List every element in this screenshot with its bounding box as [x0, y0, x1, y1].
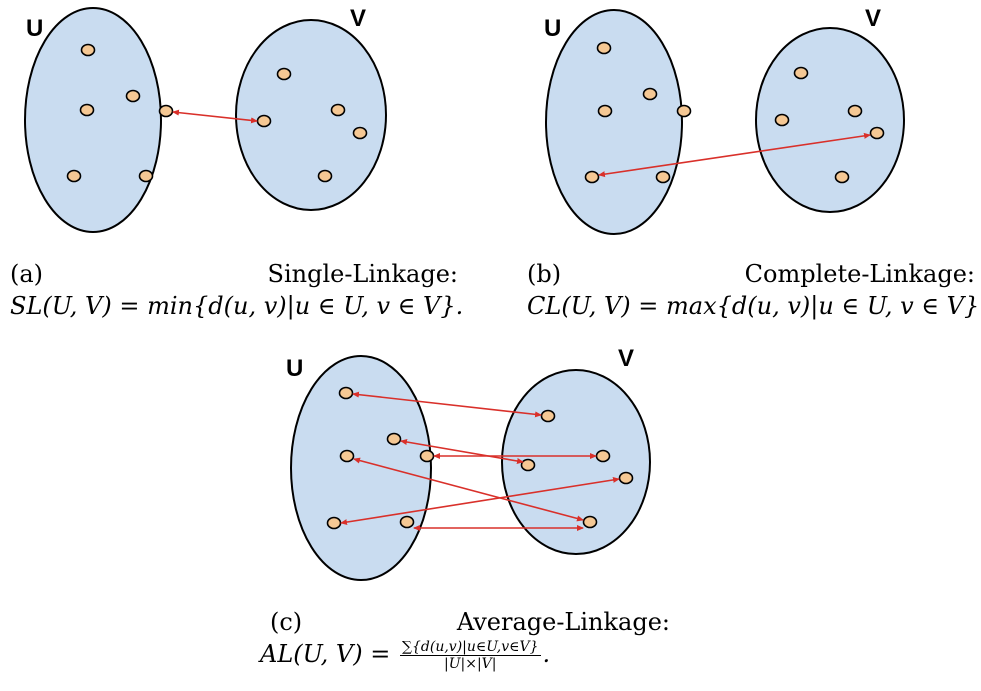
caption-title: Average-Linkage:: [456, 608, 670, 636]
panel-c-diagram: U V: [286, 345, 651, 581]
data-point: [520, 458, 536, 472]
formula-name: SL: [10, 292, 43, 320]
caption-a: (a) Single-Linkage: SL(U, V) = min{d(u, …: [10, 258, 463, 322]
set-u-label: U: [544, 15, 561, 42]
set-v-label: V: [350, 5, 366, 32]
data-point: [158, 104, 174, 118]
caption-formula: AL(U, V) = ∑{d(u,v)|u∈U,v∈V} |U|×|V|.: [260, 638, 670, 672]
data-point: [317, 169, 333, 183]
data-point: [138, 169, 154, 183]
data-point: [847, 104, 863, 118]
caption-title: Complete-Linkage:: [744, 260, 975, 288]
data-point: [79, 103, 95, 117]
caption-b: (b) Complete-Linkage: CL(U, V) = max{d(u…: [527, 258, 981, 322]
set-u-label: U: [286, 355, 303, 382]
data-point: [584, 170, 600, 184]
fraction-numerator: ∑{d(u,v)|u∈U,v∈V}: [400, 639, 541, 656]
data-point: [352, 126, 368, 140]
formula-body: (U, V) = min{d(u, v)|u ∈ U, v ∈ V}.: [42, 292, 464, 320]
data-point: [642, 87, 658, 101]
data-point: [339, 449, 355, 463]
data-point: [386, 432, 402, 446]
linkage-arrow: [352, 391, 542, 418]
caption-tag: (c): [270, 608, 303, 636]
data-point: [596, 41, 612, 55]
formula-name: CL: [527, 292, 562, 320]
data-point: [597, 104, 613, 118]
data-point: [66, 169, 82, 183]
data-point: [419, 449, 435, 463]
caption-tag: (b): [527, 260, 562, 288]
caption-c: (c) Average-Linkage: AL(U, V) = ∑{d(u,v)…: [260, 606, 670, 672]
data-point: [793, 66, 809, 80]
linkage-arrow: [598, 132, 871, 178]
set-v-label: V: [618, 345, 634, 372]
data-point: [540, 409, 556, 423]
formula-fraction: ∑{d(u,v)|u∈U,v∈V} |U|×|V|: [400, 639, 541, 672]
linkage-arrow: [340, 476, 620, 526]
panel-a-diagram: U V: [24, 5, 387, 233]
set-v-label: V: [865, 5, 881, 32]
data-point: [326, 516, 342, 530]
panel-b-diagram: U V: [544, 5, 905, 235]
data-point: [80, 43, 96, 57]
data-point: [676, 104, 692, 118]
data-point: [774, 113, 790, 127]
formula-end: .: [542, 640, 551, 668]
caption-formula: SL(U, V) = min{d(u, v)|u ∈ U, v ∈ V}.: [10, 290, 463, 322]
data-point: [582, 515, 598, 529]
caption-formula: CL(U, V) = max{d(u, v)|u ∈ U, v ∈ V}.: [527, 290, 981, 322]
data-point: [338, 386, 354, 400]
data-point: [330, 103, 346, 117]
formula-lhs: (U, V) =: [293, 640, 391, 668]
data-point: [618, 471, 634, 485]
formula-name: AL: [260, 640, 294, 668]
set-v-ellipse: [235, 19, 387, 211]
data-point: [399, 515, 415, 529]
data-point: [834, 170, 850, 184]
caption-title: Single-Linkage:: [267, 260, 459, 288]
data-point: [125, 89, 141, 103]
data-point: [655, 170, 671, 184]
set-u-ellipse: [24, 7, 162, 233]
data-point: [595, 449, 611, 463]
set-u-ellipse: [290, 355, 432, 581]
caption-tag: (a): [10, 260, 44, 288]
fraction-denominator: |U|×|V|: [444, 656, 497, 672]
data-point: [276, 67, 292, 81]
formula-body: (U, V) = max{d(u, v)|u ∈ U, v ∈ V}.: [561, 292, 981, 320]
data-point: [256, 114, 272, 128]
set-u-label: U: [26, 15, 43, 42]
set-u-ellipse: [545, 9, 683, 235]
data-point: [869, 126, 885, 140]
linkage-arrow: [172, 109, 258, 124]
